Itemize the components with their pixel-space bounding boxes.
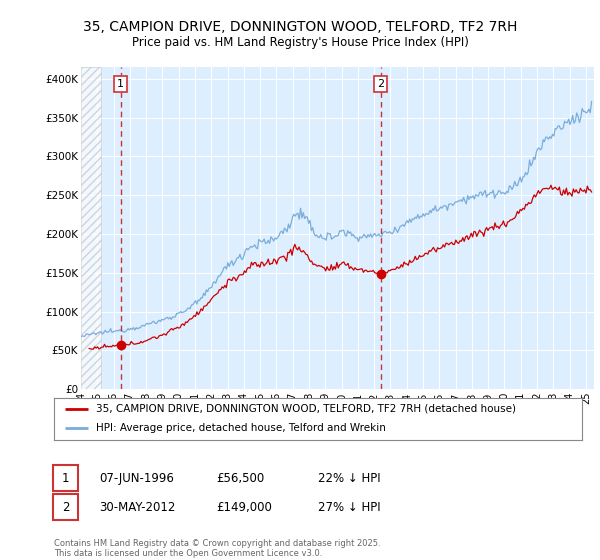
Text: 2: 2 xyxy=(62,501,69,514)
Text: 1: 1 xyxy=(62,472,69,485)
Bar xyxy=(81,67,101,389)
Text: 22% ↓ HPI: 22% ↓ HPI xyxy=(318,472,380,485)
Text: Price paid vs. HM Land Registry's House Price Index (HPI): Price paid vs. HM Land Registry's House … xyxy=(131,36,469,49)
Text: Contains HM Land Registry data © Crown copyright and database right 2025.
This d: Contains HM Land Registry data © Crown c… xyxy=(54,539,380,558)
Text: 35, CAMPION DRIVE, DONNINGTON WOOD, TELFORD, TF2 7RH: 35, CAMPION DRIVE, DONNINGTON WOOD, TELF… xyxy=(83,20,517,34)
Text: £149,000: £149,000 xyxy=(216,501,272,514)
Text: 35, CAMPION DRIVE, DONNINGTON WOOD, TELFORD, TF2 7RH (detached house): 35, CAMPION DRIVE, DONNINGTON WOOD, TELF… xyxy=(96,404,516,414)
Text: HPI: Average price, detached house, Telford and Wrekin: HPI: Average price, detached house, Telf… xyxy=(96,423,386,433)
Text: 1: 1 xyxy=(117,80,124,89)
Text: 27% ↓ HPI: 27% ↓ HPI xyxy=(318,501,380,514)
Text: 2: 2 xyxy=(377,80,385,89)
Text: 07-JUN-1996: 07-JUN-1996 xyxy=(99,472,174,485)
Text: 30-MAY-2012: 30-MAY-2012 xyxy=(99,501,175,514)
Text: £56,500: £56,500 xyxy=(216,472,264,485)
